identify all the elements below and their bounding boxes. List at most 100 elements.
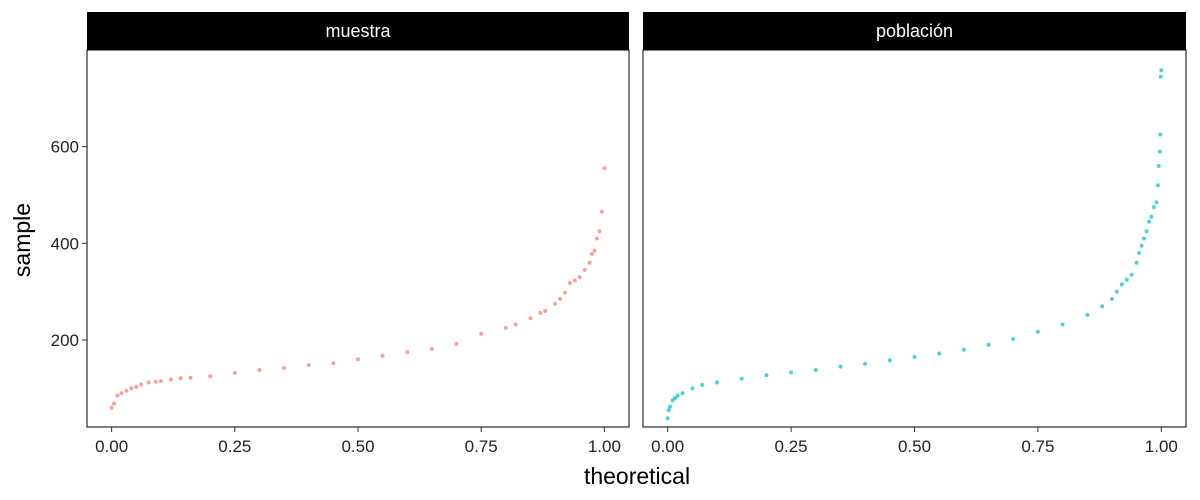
data-point xyxy=(1114,289,1119,294)
data-point xyxy=(670,398,675,403)
data-point xyxy=(168,377,173,382)
data-point xyxy=(582,267,587,272)
y-tick-label: 600 xyxy=(51,138,79,157)
data-point xyxy=(1155,183,1160,188)
data-point xyxy=(1154,200,1159,205)
y-tick-label: 400 xyxy=(51,234,79,253)
facet-strip-1 xyxy=(643,12,1186,50)
data-point xyxy=(129,386,134,391)
data-point xyxy=(599,209,604,214)
y-axis-title: sample xyxy=(9,203,35,277)
data-point xyxy=(538,310,543,315)
data-point xyxy=(282,366,287,370)
data-point xyxy=(1139,243,1144,248)
data-point xyxy=(764,373,769,378)
data-point xyxy=(503,325,508,330)
data-point xyxy=(562,290,567,295)
data-point xyxy=(232,370,237,375)
data-point xyxy=(178,376,183,381)
data-point xyxy=(912,354,917,359)
x-tick-label: 0.00 xyxy=(651,437,684,456)
x-tick-label: 0.25 xyxy=(218,437,251,456)
data-point xyxy=(558,296,562,301)
data-point xyxy=(1060,322,1065,327)
data-point xyxy=(597,229,602,234)
facet-strip-label: población xyxy=(876,21,953,41)
data-point xyxy=(592,248,597,253)
data-point xyxy=(789,370,794,375)
facet-panel-0: muestra xyxy=(86,12,630,428)
data-point xyxy=(356,357,360,362)
data-point xyxy=(405,350,410,355)
data-point xyxy=(454,341,459,346)
data-point xyxy=(1129,272,1134,277)
data-point xyxy=(479,331,484,336)
data-point xyxy=(1035,329,1040,334)
x-tick-label: 0.50 xyxy=(341,437,374,456)
data-point xyxy=(119,391,124,396)
data-point xyxy=(543,309,548,313)
data-point xyxy=(813,368,818,372)
data-point xyxy=(668,404,673,409)
data-point xyxy=(124,388,129,393)
data-point xyxy=(109,405,114,410)
data-point xyxy=(208,374,213,379)
data-point xyxy=(380,353,385,358)
data-point xyxy=(673,396,678,400)
data-point xyxy=(1156,164,1161,168)
data-point xyxy=(1158,74,1163,79)
data-point xyxy=(665,416,670,421)
x-tick-label: 1.00 xyxy=(1145,437,1178,456)
data-point xyxy=(115,393,120,398)
data-point xyxy=(700,382,705,387)
series-points-1 xyxy=(665,68,1164,421)
panels-layer: muestra población xyxy=(86,12,1187,428)
data-point xyxy=(680,391,685,396)
data-point xyxy=(146,380,151,385)
data-point xyxy=(986,342,991,347)
data-point xyxy=(739,376,744,381)
data-point xyxy=(1149,214,1154,219)
data-point xyxy=(590,252,594,256)
data-point xyxy=(513,322,518,327)
data-point xyxy=(666,408,671,413)
data-point xyxy=(553,301,558,306)
data-point xyxy=(1144,229,1149,234)
data-point xyxy=(134,384,139,389)
data-point xyxy=(1151,205,1156,210)
data-point xyxy=(528,316,533,321)
panel-border-1 xyxy=(642,49,1187,428)
data-point xyxy=(1085,312,1090,317)
y-tick-label: 200 xyxy=(51,331,79,350)
data-point xyxy=(1134,260,1139,265)
facet-strip-label: muestra xyxy=(325,21,391,41)
data-point xyxy=(1011,337,1016,341)
data-point xyxy=(572,278,577,283)
x-tick-label: 0.75 xyxy=(465,437,498,456)
data-point xyxy=(257,368,262,372)
data-point xyxy=(715,380,719,385)
data-point xyxy=(838,364,843,369)
data-point xyxy=(1100,304,1105,309)
data-point xyxy=(961,347,966,352)
data-point xyxy=(139,382,144,387)
data-point xyxy=(887,358,892,363)
data-point xyxy=(158,379,163,384)
x-tick-label: 0.75 xyxy=(1021,437,1054,456)
data-point xyxy=(595,236,599,241)
data-point xyxy=(577,275,582,280)
data-point xyxy=(1147,219,1151,224)
data-point xyxy=(154,379,158,384)
data-point xyxy=(1157,149,1162,154)
x-tick-label: 0.50 xyxy=(898,437,931,456)
panel-border-0 xyxy=(86,49,630,428)
x-axis-title: theoretical xyxy=(584,463,690,489)
x-tick-label: 0.00 xyxy=(95,437,128,456)
data-point xyxy=(1158,132,1163,137)
data-point xyxy=(188,375,193,380)
facet-strip-0 xyxy=(87,12,629,50)
data-point xyxy=(602,166,607,171)
data-point xyxy=(937,351,942,356)
data-point xyxy=(331,361,336,366)
